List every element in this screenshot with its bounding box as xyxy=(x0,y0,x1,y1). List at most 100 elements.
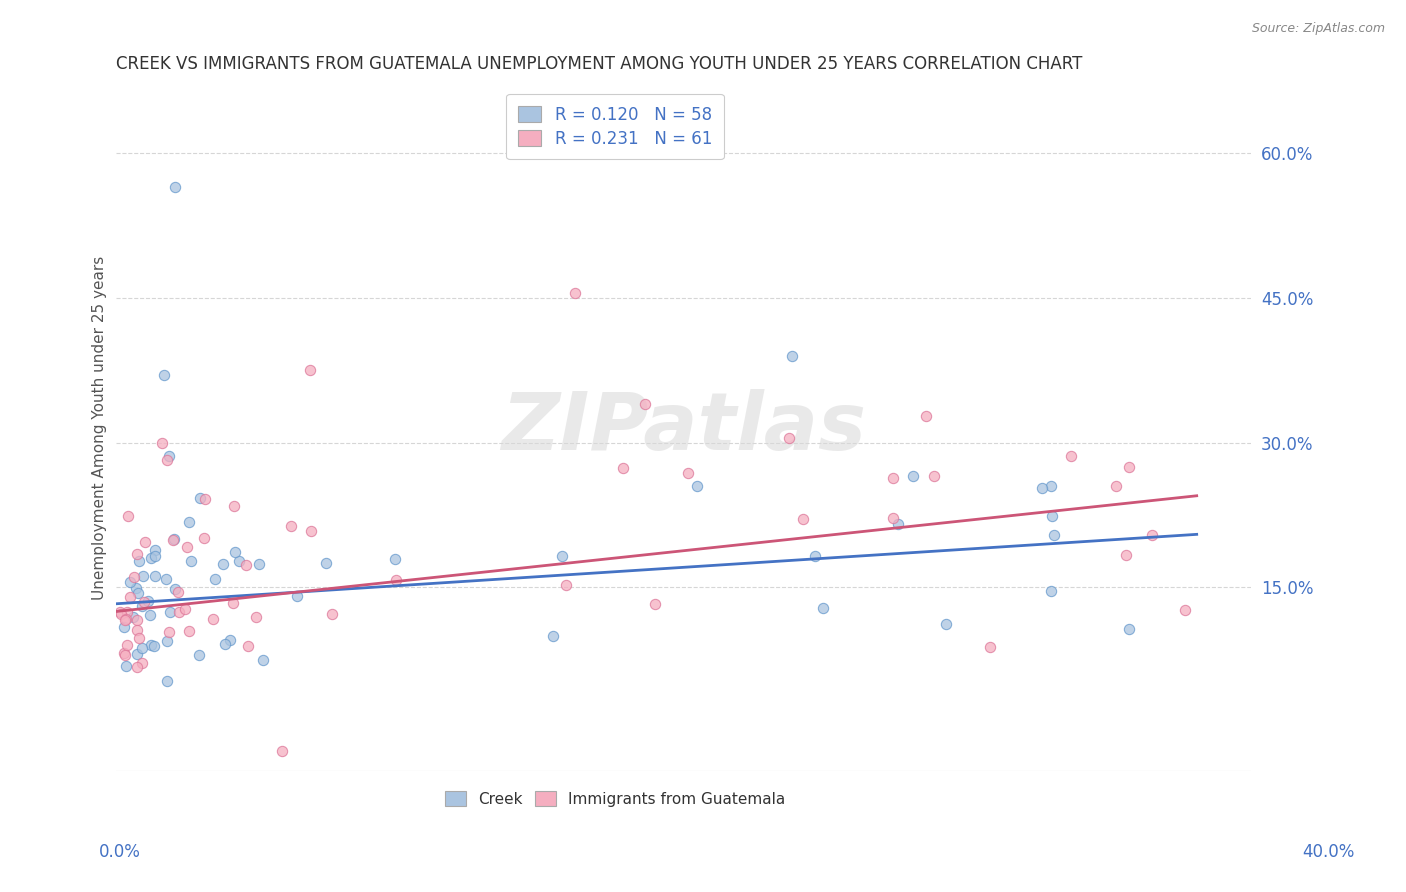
Point xyxy=(193,531,215,545)
Point xyxy=(1115,548,1137,562)
Point xyxy=(155,572,177,586)
Point xyxy=(131,640,153,655)
Point xyxy=(127,623,149,637)
Point xyxy=(901,469,924,483)
Y-axis label: Unemployment Among Youth under 25 years: Unemployment Among Youth under 25 years xyxy=(93,256,107,600)
Point xyxy=(188,491,211,505)
Point xyxy=(127,647,149,661)
Point xyxy=(134,535,156,549)
Point xyxy=(139,550,162,565)
Point xyxy=(118,591,141,605)
Point xyxy=(134,595,156,609)
Point xyxy=(384,551,406,566)
Point xyxy=(271,744,294,758)
Point xyxy=(124,570,146,584)
Point xyxy=(179,624,201,638)
Point xyxy=(979,640,1001,655)
Point xyxy=(188,648,211,663)
Point xyxy=(299,363,322,377)
Point xyxy=(176,540,198,554)
Point xyxy=(1031,482,1053,496)
Point xyxy=(143,569,166,583)
Point xyxy=(115,659,138,673)
Point xyxy=(778,431,800,445)
Point xyxy=(222,500,245,514)
Point xyxy=(108,605,131,619)
Point xyxy=(1040,509,1063,524)
Point xyxy=(128,631,150,645)
Point xyxy=(157,449,180,463)
Point xyxy=(150,436,173,450)
Point xyxy=(1174,603,1197,617)
Point xyxy=(285,589,308,603)
Point xyxy=(792,511,814,525)
Point xyxy=(634,397,657,411)
Point xyxy=(177,515,200,529)
Point xyxy=(238,639,260,653)
Point xyxy=(686,479,709,493)
Point xyxy=(212,557,235,571)
Point xyxy=(156,673,179,688)
Point xyxy=(644,598,666,612)
Point xyxy=(127,586,149,600)
Point xyxy=(780,349,803,363)
Point xyxy=(201,612,224,626)
Point xyxy=(173,601,195,615)
Point xyxy=(125,581,148,595)
Point xyxy=(385,573,408,587)
Point xyxy=(127,613,149,627)
Text: Source: ZipAtlas.com: Source: ZipAtlas.com xyxy=(1251,22,1385,36)
Point xyxy=(1039,479,1062,493)
Point xyxy=(131,599,153,614)
Point xyxy=(114,614,136,628)
Point xyxy=(564,286,586,301)
Point xyxy=(115,638,138,652)
Point xyxy=(115,605,138,619)
Point xyxy=(315,556,337,570)
Point xyxy=(131,656,153,670)
Point xyxy=(1039,583,1062,598)
Point xyxy=(157,624,180,639)
Point xyxy=(882,471,904,485)
Point xyxy=(169,605,191,619)
Point xyxy=(1104,479,1126,493)
Point xyxy=(612,460,634,475)
Point xyxy=(915,409,938,423)
Point xyxy=(136,594,159,608)
Point xyxy=(299,524,322,538)
Point xyxy=(132,569,155,583)
Point xyxy=(280,519,302,533)
Text: ZIPatlas: ZIPatlas xyxy=(501,389,866,467)
Point xyxy=(125,547,148,561)
Point xyxy=(252,653,274,667)
Point xyxy=(128,553,150,567)
Point xyxy=(676,466,699,480)
Point xyxy=(804,549,827,563)
Point xyxy=(222,597,245,611)
Point xyxy=(162,533,184,547)
Point xyxy=(882,511,904,525)
Point xyxy=(214,637,236,651)
Point xyxy=(167,584,190,599)
Point xyxy=(117,509,139,524)
Point xyxy=(120,575,142,590)
Point xyxy=(127,660,149,674)
Point xyxy=(180,554,202,568)
Point xyxy=(1043,528,1066,542)
Point xyxy=(156,453,179,467)
Point xyxy=(165,180,187,194)
Point xyxy=(143,543,166,558)
Point xyxy=(887,516,910,531)
Point xyxy=(555,577,578,591)
Point xyxy=(143,549,166,563)
Point xyxy=(321,607,343,621)
Point xyxy=(922,469,945,483)
Point xyxy=(1142,527,1164,541)
Point xyxy=(165,582,187,596)
Point xyxy=(813,601,835,615)
Point xyxy=(114,648,136,663)
Point xyxy=(163,532,186,546)
Point xyxy=(139,607,162,622)
Point xyxy=(245,610,267,624)
Text: 0.0%: 0.0% xyxy=(98,843,141,861)
